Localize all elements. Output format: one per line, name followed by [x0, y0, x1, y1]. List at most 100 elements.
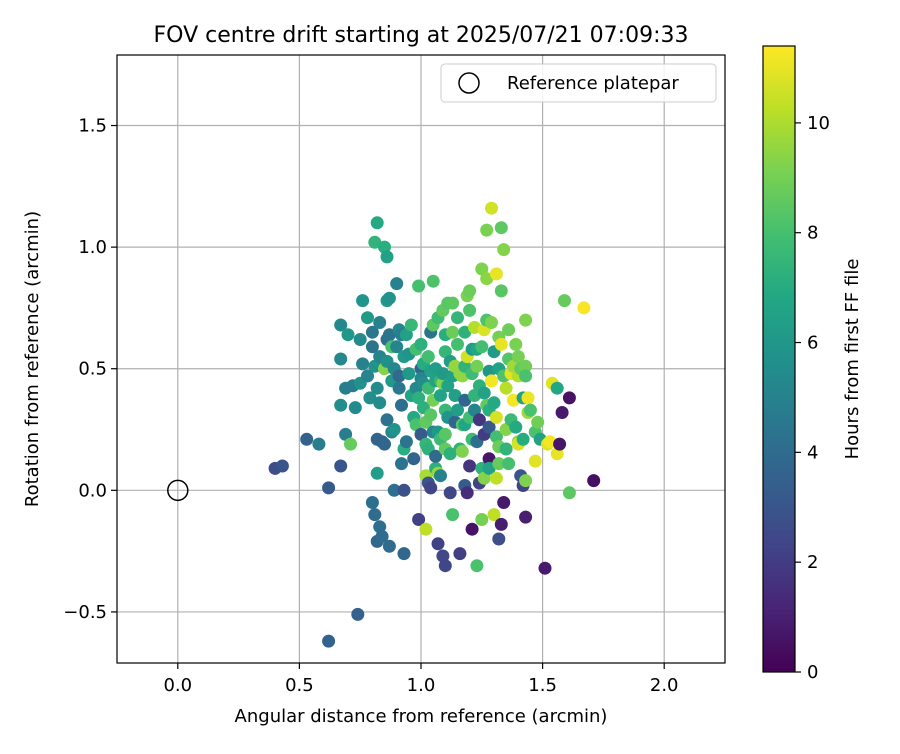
chart-title: FOV centre drift starting at 2025/07/21 …	[154, 23, 689, 48]
y-tick-label: 1.0	[78, 237, 107, 258]
data-point	[587, 474, 601, 488]
data-point	[477, 471, 491, 485]
data-point	[363, 391, 377, 405]
data-point	[458, 393, 472, 407]
data-point	[370, 381, 384, 395]
data-point	[434, 389, 447, 402]
data-point	[470, 359, 484, 373]
legend-label: Reference platepar	[507, 73, 679, 94]
data-point	[373, 396, 387, 410]
data-point	[523, 403, 537, 417]
data-point	[368, 508, 382, 522]
data-point	[438, 345, 452, 359]
data-point	[436, 549, 450, 563]
data-point	[365, 340, 379, 354]
data-point	[365, 325, 379, 339]
data-point	[356, 357, 370, 371]
data-point	[453, 547, 467, 561]
data-point	[521, 391, 535, 405]
data-point	[538, 561, 552, 575]
data-point	[472, 413, 486, 427]
colorbar-gradient	[763, 46, 795, 672]
data-point	[395, 398, 408, 412]
data-point	[351, 607, 365, 621]
data-point	[344, 437, 357, 451]
data-point	[475, 513, 489, 526]
data-point	[509, 420, 523, 434]
data-point	[463, 303, 477, 317]
data-point	[392, 369, 406, 383]
data-point	[300, 432, 314, 446]
data-point	[482, 452, 496, 466]
data-point	[468, 320, 481, 334]
y-axis-label: Rotation from reference (arcmin)	[22, 211, 43, 507]
data-point	[509, 337, 523, 351]
data-point	[373, 316, 387, 329]
data-point	[463, 284, 477, 298]
data-point	[429, 449, 443, 463]
data-point	[482, 461, 496, 475]
data-point	[528, 454, 542, 468]
data-point	[387, 483, 401, 497]
data-point	[409, 418, 423, 432]
x-tick-label: 1.5	[528, 675, 557, 696]
data-point	[421, 350, 435, 364]
data-point	[558, 294, 571, 308]
legend: Reference platepar	[440, 63, 717, 103]
data-point	[378, 437, 391, 451]
data-point	[492, 532, 506, 546]
data-point	[380, 413, 394, 427]
data-point	[489, 410, 503, 424]
data-point	[463, 459, 477, 473]
colorbar: 0 2 4 6 8 10 Hours from first FF file	[762, 45, 863, 683]
data-point	[499, 442, 513, 456]
data-point	[348, 401, 362, 415]
data-point	[334, 459, 348, 473]
grid-lines	[117, 55, 725, 663]
data-point	[412, 391, 426, 405]
data-point	[480, 272, 494, 286]
data-point	[489, 471, 503, 485]
data-point	[438, 559, 452, 573]
data-point	[485, 316, 498, 329]
data-point	[431, 537, 445, 551]
x-axis-label: Angular distance from reference (arcmin)	[235, 706, 608, 727]
data-point	[412, 279, 426, 293]
data-point	[390, 277, 404, 291]
data-point	[361, 369, 374, 383]
data-point	[543, 435, 557, 449]
data-point	[531, 415, 545, 429]
data-point	[451, 337, 464, 351]
data-point	[370, 466, 384, 480]
data-point	[516, 432, 530, 446]
data-point	[562, 391, 576, 405]
x-tick-label: 0.0	[163, 675, 192, 696]
data-point	[404, 318, 418, 332]
data-point	[468, 403, 481, 417]
colorbar-tick-label: 0	[807, 662, 818, 683]
data-point	[419, 522, 433, 536]
data-point	[458, 325, 472, 339]
data-point	[412, 513, 426, 526]
data-point	[443, 447, 457, 461]
data-point	[312, 437, 326, 451]
data-point	[382, 291, 396, 305]
y-tick-label: −0.5	[63, 602, 107, 623]
data-point	[353, 333, 367, 346]
data-point	[339, 427, 353, 441]
x-tick-label: 2.0	[650, 675, 679, 696]
data-point	[399, 328, 413, 342]
data-point	[407, 452, 421, 466]
data-point	[397, 547, 411, 561]
data-point	[334, 398, 348, 412]
data-point	[550, 381, 564, 395]
data-point	[378, 240, 391, 254]
data-point	[382, 328, 396, 342]
data-point	[475, 262, 489, 276]
colorbar-tick-label: 6	[807, 333, 818, 354]
colorbar-tick-label: 8	[807, 223, 818, 244]
data-point	[322, 481, 336, 495]
data-point	[485, 201, 498, 215]
